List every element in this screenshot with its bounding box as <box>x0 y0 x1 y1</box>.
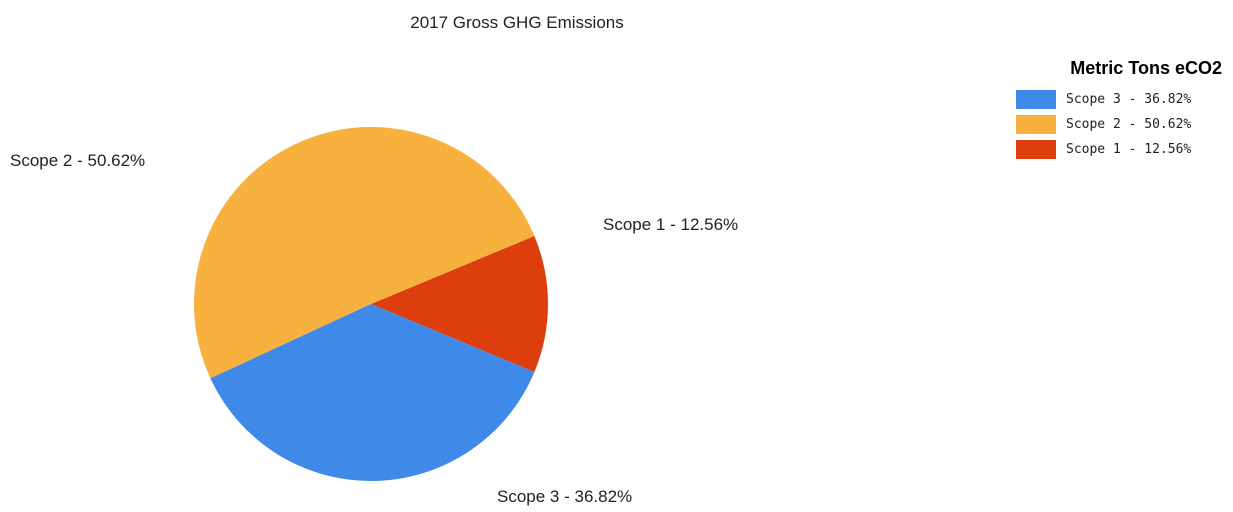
slice-label-scope-1: Scope 1 - 12.56% <box>603 215 738 234</box>
legend-label: Scope 2 - 50.62% <box>1066 117 1192 132</box>
pie-slice-scope-2 <box>193 126 535 379</box>
legend-swatch <box>1016 140 1056 159</box>
legend-title: Metric Tons eCO2 <box>1070 58 1222 78</box>
slice-label-scope-3: Scope 3 - 36.82% <box>497 487 632 506</box>
legend-label: Scope 3 - 36.82% <box>1066 92 1192 107</box>
chart-title: 2017 Gross GHG Emissions <box>410 13 624 32</box>
legend-swatch <box>1016 90 1056 109</box>
pie-slice-scope-3 <box>210 304 535 481</box>
legend-item-scope-1: Scope 1 - 12.56% <box>1016 137 1226 162</box>
legend-item-scope-3: Scope 3 - 36.82% <box>1016 87 1226 112</box>
legend-swatch <box>1016 115 1056 134</box>
legend-item-scope-2: Scope 2 - 50.62% <box>1016 112 1226 137</box>
pie-slices <box>193 126 548 481</box>
slice-labels: Scope 1 - 12.56% Scope 2 - 50.62% Scope 3 … <box>10 151 738 506</box>
legend-label: Scope 1 - 12.56% <box>1066 142 1192 157</box>
slice-label-scope-2: Scope 2 - 50.62% <box>10 151 145 170</box>
legend: Metric Tons eCO2 Scope 3 - 36.82% Scope 2… <box>1016 58 1226 162</box>
pie-slice-scope-1 <box>371 235 548 373</box>
legend-items: Scope 3 - 36.82% Scope 2 - 50.62% Scope 1 … <box>1016 87 1226 162</box>
